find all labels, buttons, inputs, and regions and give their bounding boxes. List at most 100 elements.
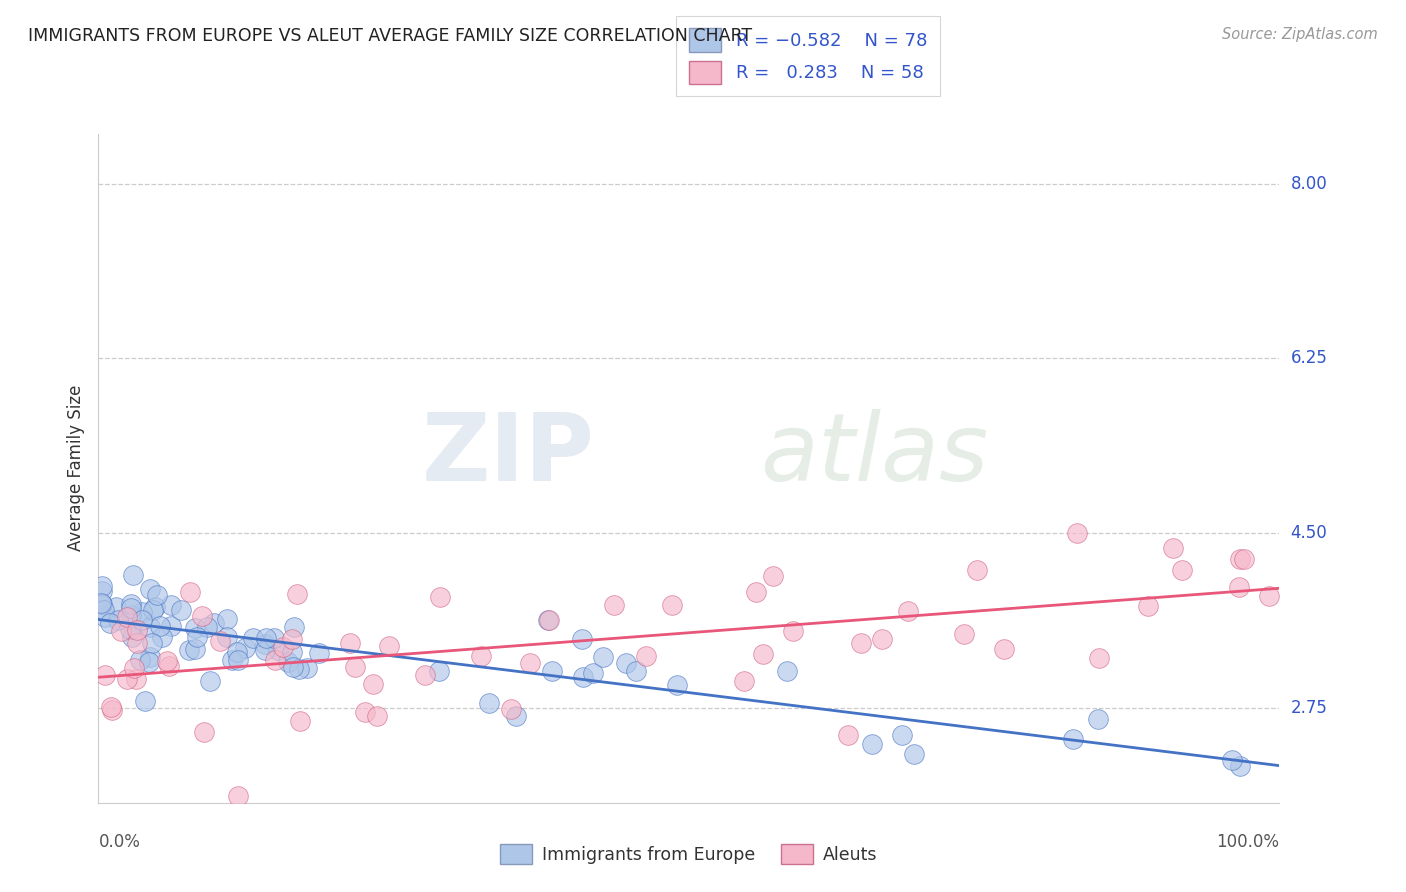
Point [413, 668, 436, 682]
Point [145, 600, 167, 615]
Point [661, 598, 683, 612]
Point [277, 655, 299, 669]
Point [139, 650, 162, 665]
Point [308, 646, 330, 660]
Point [281, 644, 304, 658]
Point [221, 653, 243, 667]
Point [150, 630, 173, 644]
Point [138, 655, 160, 669]
Point [851, 636, 873, 650]
Point [104, 600, 127, 615]
Point [120, 597, 142, 611]
Point [179, 584, 201, 599]
Point [499, 702, 522, 716]
Point [160, 619, 183, 633]
Point [131, 613, 153, 627]
Point [184, 641, 207, 656]
Point [125, 623, 148, 637]
Point [170, 603, 193, 617]
Point [285, 587, 308, 601]
Point [634, 649, 657, 664]
Point [115, 672, 138, 686]
Point [782, 624, 804, 638]
Point [592, 649, 614, 664]
Point [215, 612, 238, 626]
Point [139, 582, 162, 596]
Point [953, 626, 976, 640]
Point [120, 608, 142, 623]
Point [186, 630, 208, 644]
Point [1229, 552, 1251, 566]
Point [366, 708, 388, 723]
Point [378, 640, 401, 654]
Point [541, 665, 564, 679]
Point [159, 598, 181, 612]
Point [263, 653, 285, 667]
Point [91, 579, 114, 593]
Text: 8.00: 8.00 [1291, 175, 1327, 193]
Point [91, 583, 114, 598]
Point [198, 674, 221, 689]
Point [94, 668, 117, 682]
Point [1066, 526, 1088, 541]
Text: 2.75: 2.75 [1291, 699, 1327, 717]
Point [614, 656, 637, 670]
Text: 100.0%: 100.0% [1216, 833, 1279, 851]
Point [665, 678, 688, 692]
Point [288, 714, 311, 728]
Point [353, 705, 375, 719]
Point [761, 568, 783, 582]
Text: 6.25: 6.25 [1291, 350, 1327, 368]
Point [254, 643, 277, 657]
Point [993, 642, 1015, 657]
Point [1062, 731, 1084, 746]
Y-axis label: Average Family Size: Average Family Size [66, 385, 84, 551]
Point [202, 616, 225, 631]
Point [195, 620, 218, 634]
Point [860, 737, 883, 751]
Point [1229, 759, 1251, 773]
Point [242, 631, 264, 645]
Point [281, 659, 304, 673]
Point [217, 631, 239, 645]
Point [115, 610, 138, 624]
Text: IMMIGRANTS FROM EUROPE VS ALEUT AVERAGE FAMILY SIZE CORRELATION CHART: IMMIGRANTS FROM EUROPE VS ALEUT AVERAGE … [28, 27, 752, 45]
Point [121, 630, 143, 644]
Point [209, 633, 232, 648]
Point [157, 658, 180, 673]
Point [891, 728, 914, 742]
Point [125, 672, 148, 686]
Point [184, 620, 207, 634]
Point [519, 656, 541, 670]
Point [129, 653, 152, 667]
Text: 4.50: 4.50 [1291, 524, 1327, 542]
Point [146, 588, 169, 602]
Point [100, 702, 122, 716]
Point [1136, 599, 1159, 613]
Point [93, 603, 115, 617]
Point [139, 620, 162, 634]
Text: ZIP: ZIP [422, 409, 595, 501]
Point [776, 664, 799, 678]
Point [226, 653, 249, 667]
Point [121, 568, 143, 582]
Point [253, 637, 276, 651]
Point [505, 708, 527, 723]
Point [363, 677, 385, 691]
Point [98, 616, 121, 631]
Point [903, 747, 925, 761]
Point [752, 647, 775, 661]
Point [295, 661, 318, 675]
Point [263, 632, 285, 646]
Point [131, 606, 153, 620]
Point [107, 613, 129, 627]
Point [1229, 580, 1251, 594]
Point [90, 596, 112, 610]
Point [94, 610, 117, 624]
Point [134, 694, 156, 708]
Point [427, 665, 450, 679]
Point [127, 636, 149, 650]
Point [280, 632, 302, 647]
Point [100, 699, 122, 714]
Point [177, 642, 200, 657]
